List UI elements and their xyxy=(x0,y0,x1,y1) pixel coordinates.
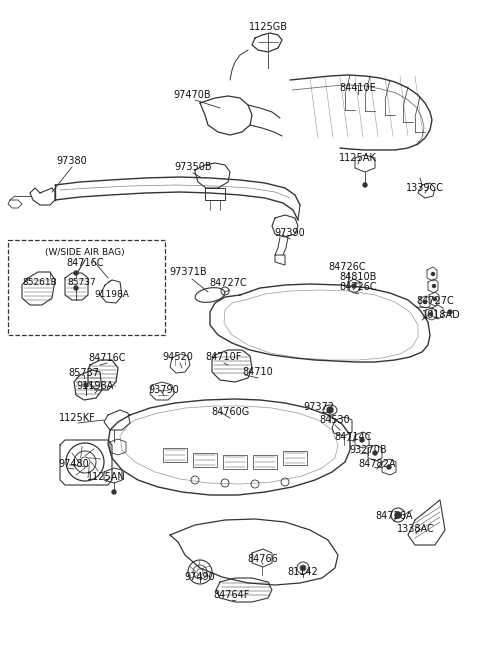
Text: 97480: 97480 xyxy=(59,459,89,469)
Text: 91198A: 91198A xyxy=(95,290,130,299)
Text: 84727C: 84727C xyxy=(209,278,247,288)
Bar xyxy=(223,455,247,469)
Text: 84716C: 84716C xyxy=(88,353,126,363)
Bar xyxy=(283,451,307,465)
Circle shape xyxy=(430,312,432,316)
Circle shape xyxy=(327,407,333,413)
Text: 97371B: 97371B xyxy=(169,267,207,277)
Text: 1125AN: 1125AN xyxy=(86,472,125,482)
Text: 1338AC: 1338AC xyxy=(397,524,435,534)
Text: 85737: 85737 xyxy=(68,278,96,287)
Text: 81142: 81142 xyxy=(288,567,318,577)
Text: 84530: 84530 xyxy=(320,415,350,425)
Circle shape xyxy=(373,451,377,455)
Circle shape xyxy=(448,310,452,314)
Text: 84726C: 84726C xyxy=(328,262,366,272)
Circle shape xyxy=(395,512,401,518)
Circle shape xyxy=(84,383,88,387)
Text: 84726C: 84726C xyxy=(339,282,377,292)
Circle shape xyxy=(423,300,427,304)
Bar xyxy=(8,240,165,335)
Text: 84716C: 84716C xyxy=(66,258,104,268)
Circle shape xyxy=(301,566,305,570)
Circle shape xyxy=(387,465,391,469)
Circle shape xyxy=(112,490,116,494)
Text: 1125AK: 1125AK xyxy=(339,153,377,163)
Text: 84764F: 84764F xyxy=(214,590,250,600)
Bar xyxy=(193,453,217,467)
Text: 84760G: 84760G xyxy=(211,407,249,417)
Text: 91198A: 91198A xyxy=(76,381,114,391)
Text: (W/SIDE AIR BAG): (W/SIDE AIR BAG) xyxy=(45,248,125,257)
Text: 1339CC: 1339CC xyxy=(406,183,444,193)
Text: 84714C: 84714C xyxy=(334,432,372,442)
Text: 1125GB: 1125GB xyxy=(249,22,288,32)
Text: 84726A: 84726A xyxy=(375,511,413,521)
Text: 1125KF: 1125KF xyxy=(59,413,96,423)
Text: 97380: 97380 xyxy=(57,156,87,166)
Text: 97490: 97490 xyxy=(185,572,216,582)
Text: 97390: 97390 xyxy=(275,228,305,238)
Text: 97372: 97372 xyxy=(303,402,335,412)
Circle shape xyxy=(74,286,78,290)
Text: 84727C: 84727C xyxy=(416,296,454,306)
Text: 84710: 84710 xyxy=(242,367,274,377)
Text: 93790: 93790 xyxy=(149,385,180,395)
Text: 84710F: 84710F xyxy=(206,352,242,362)
Bar xyxy=(253,455,277,469)
Text: 94520: 94520 xyxy=(163,352,193,362)
Circle shape xyxy=(432,272,434,276)
Text: 1018AD: 1018AD xyxy=(422,310,461,320)
Circle shape xyxy=(432,285,435,287)
Circle shape xyxy=(352,284,356,288)
Circle shape xyxy=(363,183,367,187)
Circle shape xyxy=(360,438,364,442)
Text: 85737: 85737 xyxy=(69,368,99,378)
Text: 85261B: 85261B xyxy=(23,278,58,287)
Text: 84810B: 84810B xyxy=(339,272,377,282)
Text: 97470B: 97470B xyxy=(173,90,211,100)
Text: 84782A: 84782A xyxy=(358,459,396,469)
Bar xyxy=(163,448,187,462)
Text: 97350B: 97350B xyxy=(174,162,212,172)
Circle shape xyxy=(433,298,436,300)
Text: 93270B: 93270B xyxy=(349,445,387,455)
Text: 84410E: 84410E xyxy=(340,83,376,93)
Circle shape xyxy=(74,271,78,275)
Text: 84766: 84766 xyxy=(248,554,278,564)
